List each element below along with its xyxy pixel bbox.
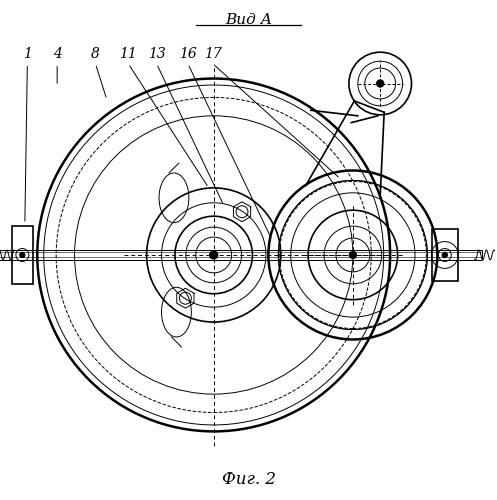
Text: 1: 1 [23,46,32,60]
Text: 11: 11 [119,46,137,60]
Circle shape [349,252,356,258]
Bar [432,229,458,281]
Circle shape [442,252,447,258]
Text: Вид А: Вид А [225,14,272,28]
Circle shape [210,251,218,259]
Bar [12,226,33,283]
Bar [0,250,482,260]
Circle shape [20,252,25,258]
Text: 17: 17 [204,46,222,60]
Text: 4: 4 [53,46,62,60]
Text: 13: 13 [148,46,166,60]
Text: 8: 8 [91,46,100,60]
Text: 16: 16 [179,46,197,60]
Circle shape [377,80,384,87]
Text: Фиг. 2: Фиг. 2 [222,471,275,488]
